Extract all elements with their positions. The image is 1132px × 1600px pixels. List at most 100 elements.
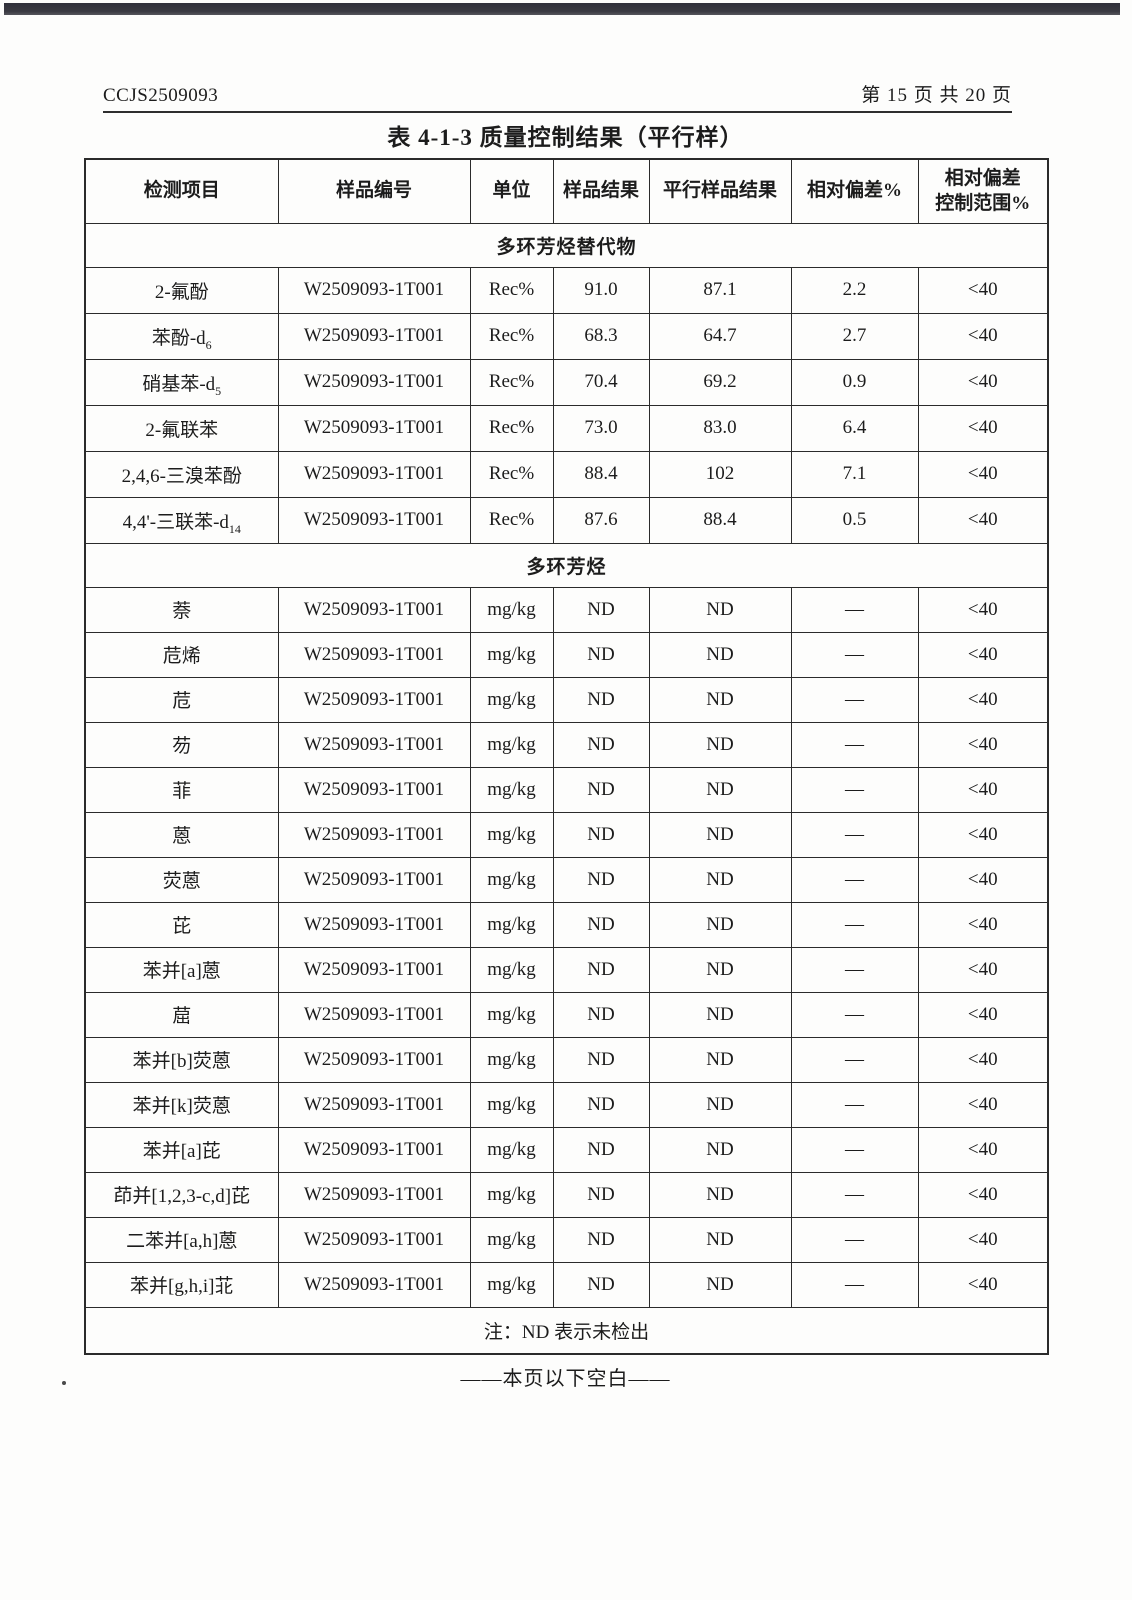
cell-item: 二苯并[a,h]蒽	[84, 1216, 279, 1263]
cell-control-range: <40	[917, 312, 1049, 360]
cell-sample-id: W2509093-1T001	[277, 901, 471, 948]
cell-relative-deviation: —	[790, 1171, 919, 1218]
cell-parallel-result: ND	[648, 856, 792, 903]
cell-sample-id: W2509093-1T001	[277, 1126, 471, 1173]
cell-item: 苯并[a]蒽	[84, 946, 279, 993]
table-row: 苊烯 W2509093-1T001 mg/kg ND ND — <40	[84, 631, 1049, 678]
cell-control-range: <40	[917, 1216, 1049, 1263]
cell-result: ND	[552, 721, 650, 768]
cell-parallel-result: ND	[648, 631, 792, 678]
cell-result: ND	[552, 1126, 650, 1173]
section-header-row: 多环芳烃	[84, 542, 1049, 588]
cell-control-range: <40	[917, 1036, 1049, 1083]
table-row: 菲 W2509093-1T001 mg/kg ND ND — <40	[84, 766, 1049, 813]
cell-unit: mg/kg	[469, 586, 554, 633]
cell-parallel-result: ND	[648, 1261, 792, 1308]
cell-item: 萘	[84, 586, 279, 633]
table-row: 苊 W2509093-1T001 mg/kg ND ND — <40	[84, 676, 1049, 723]
cell-item: 苊	[84, 676, 279, 723]
cell-sample-id: W2509093-1T001	[277, 856, 471, 903]
scan-artifact-dot	[62, 1381, 66, 1385]
cell-unit: Rec%	[469, 496, 554, 544]
cell-sample-id: W2509093-1T001	[277, 266, 471, 314]
table-row: 苯并[k]荧蒽 W2509093-1T001 mg/kg ND ND — <40	[84, 1081, 1049, 1128]
cell-control-range: <40	[917, 496, 1049, 544]
cell-sample-id: W2509093-1T001	[277, 1081, 471, 1128]
cell-unit: mg/kg	[469, 1036, 554, 1083]
cell-sample-id: W2509093-1T001	[277, 991, 471, 1038]
cell-relative-deviation: —	[790, 1081, 919, 1128]
cell-unit: Rec%	[469, 358, 554, 406]
cell-result: 88.4	[552, 450, 650, 498]
page-number-indicator: 第 15 页 共 20 页	[861, 85, 1012, 106]
cell-item: 芘	[84, 901, 279, 948]
cell-parallel-result: 87.1	[648, 266, 792, 314]
cell-parallel-result: ND	[648, 1036, 792, 1083]
cell-parallel-result: ND	[648, 991, 792, 1038]
cell-sample-id: W2509093-1T001	[277, 1216, 471, 1263]
cell-sample-id: W2509093-1T001	[277, 1171, 471, 1218]
cell-parallel-result: 88.4	[648, 496, 792, 544]
cell-unit: Rec%	[469, 450, 554, 498]
cell-control-range: <40	[917, 586, 1049, 633]
table-note-row: 注：ND 表示未检出	[84, 1306, 1049, 1355]
cell-sample-id: W2509093-1T001	[277, 1036, 471, 1083]
cell-unit: Rec%	[469, 312, 554, 360]
cell-unit: mg/kg	[469, 1216, 554, 1263]
cell-sample-id: W2509093-1T001	[277, 586, 471, 633]
cell-parallel-result: ND	[648, 946, 792, 993]
cell-unit: mg/kg	[469, 946, 554, 993]
cell-item: 苯并[a]芘	[84, 1126, 279, 1173]
cell-parallel-result: ND	[648, 1126, 792, 1173]
cell-relative-deviation: —	[790, 1126, 919, 1173]
cell-result: ND	[552, 631, 650, 678]
col-header-control-range: 相对偏差 控制范围%	[917, 158, 1049, 224]
cell-control-range: <40	[917, 358, 1049, 406]
cell-parallel-result: ND	[648, 811, 792, 858]
table-row: 2,4,6-三溴苯酚 W2509093-1T001 Rec% 88.4 102 …	[84, 450, 1049, 498]
cell-sample-id: W2509093-1T001	[277, 496, 471, 544]
cell-relative-deviation: —	[790, 721, 919, 768]
cell-result: ND	[552, 1036, 650, 1083]
table-row: 䓛 W2509093-1T001 mg/kg ND ND — <40	[84, 991, 1049, 1038]
cell-relative-deviation: —	[790, 586, 919, 633]
cell-result: ND	[552, 1261, 650, 1308]
cell-sample-id: W2509093-1T001	[277, 450, 471, 498]
cell-result: ND	[552, 991, 650, 1038]
cell-parallel-result: 102	[648, 450, 792, 498]
col-header-item: 检测项目	[84, 158, 279, 224]
table-row: 苯并[a]蒽 W2509093-1T001 mg/kg ND ND — <40	[84, 946, 1049, 993]
cell-parallel-result: 64.7	[648, 312, 792, 360]
cell-unit: Rec%	[469, 404, 554, 452]
cell-item: 2,4,6-三溴苯酚	[84, 450, 279, 498]
cell-parallel-result: ND	[648, 1216, 792, 1263]
cell-item: 蒽	[84, 811, 279, 858]
cell-result: ND	[552, 1171, 650, 1218]
cell-sample-id: W2509093-1T001	[277, 721, 471, 768]
cell-item: 苯并[k]荧蒽	[84, 1081, 279, 1128]
table-row: 苯并[a]芘 W2509093-1T001 mg/kg ND ND — <40	[84, 1126, 1049, 1173]
cell-sample-id: W2509093-1T001	[277, 811, 471, 858]
cell-control-range: <40	[917, 946, 1049, 993]
cell-result: 87.6	[552, 496, 650, 544]
cell-unit: mg/kg	[469, 991, 554, 1038]
cell-control-range: <40	[917, 404, 1049, 452]
cell-unit: mg/kg	[469, 1126, 554, 1173]
cell-unit: mg/kg	[469, 631, 554, 678]
cell-relative-deviation: 2.7	[790, 312, 919, 360]
col-header-result: 样品结果	[552, 158, 650, 224]
cell-sample-id: W2509093-1T001	[277, 1261, 471, 1308]
cell-parallel-result: ND	[648, 586, 792, 633]
cell-control-range: <40	[917, 991, 1049, 1038]
section-title: 多环芳烃	[84, 542, 1049, 588]
cell-unit: mg/kg	[469, 1171, 554, 1218]
cell-relative-deviation: 0.5	[790, 496, 919, 544]
col-header-parallel-result: 平行样品结果	[648, 158, 792, 224]
document-number: CCJS2509093	[103, 85, 219, 106]
cell-item: 苊烯	[84, 631, 279, 678]
cell-result: ND	[552, 586, 650, 633]
col-header-relative-deviation: 相对偏差%	[790, 158, 919, 224]
table-row: 蒽 W2509093-1T001 mg/kg ND ND — <40	[84, 811, 1049, 858]
cell-unit: mg/kg	[469, 901, 554, 948]
cell-control-range: <40	[917, 266, 1049, 314]
